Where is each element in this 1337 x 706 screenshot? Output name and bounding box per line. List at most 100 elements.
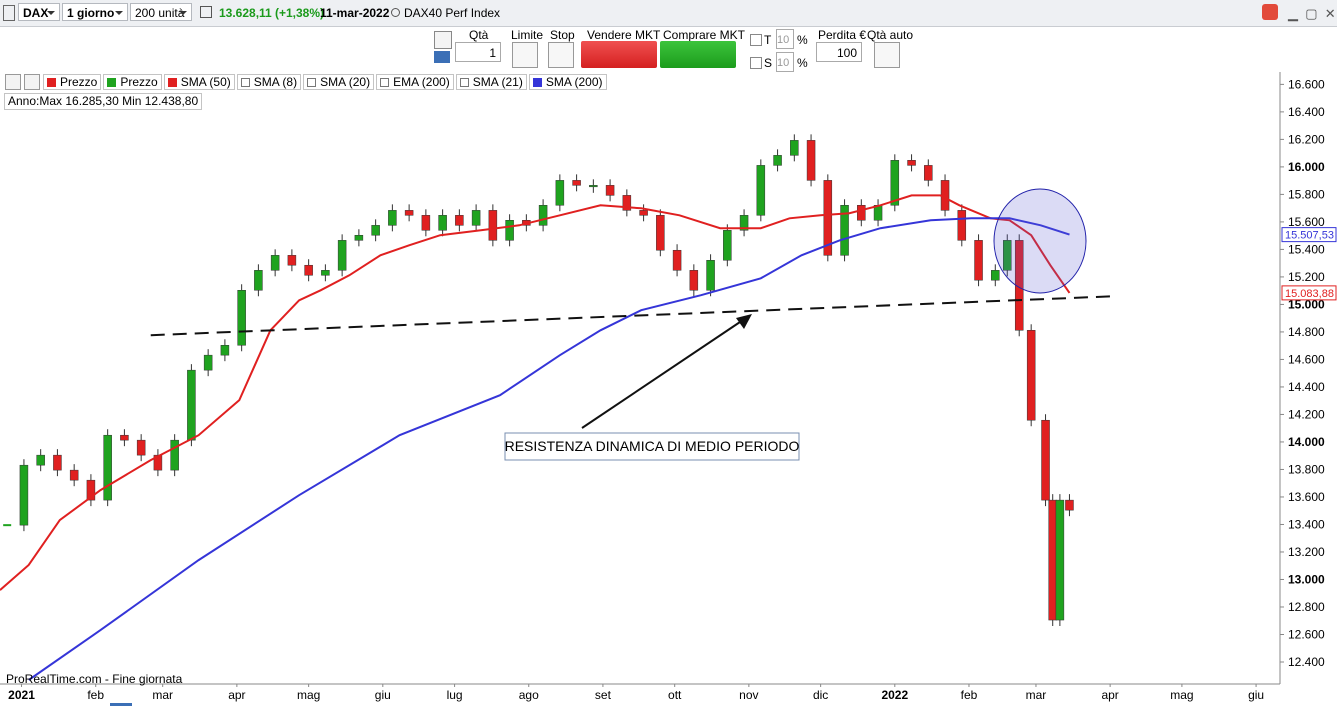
candle [1048,499,1057,621]
stop-button[interactable] [548,42,574,68]
candle [672,249,682,271]
candle [203,354,213,371]
last-value-badge [1281,285,1337,301]
legend-swatch [380,78,390,87]
arrow-head [736,314,752,329]
candle [605,185,615,196]
t-label: T [764,33,772,47]
chart-info: Anno:Max 16.285,30 Min 12.438,80 [4,93,203,110]
candle [1026,330,1036,421]
last-value-badge [1281,227,1337,243]
candle [36,454,45,466]
candle [471,210,481,226]
candle [53,454,62,471]
y-tick-label: 15.600 [1288,215,1325,229]
legend-item[interactable]: SMA (50) [163,74,235,90]
candle [823,180,833,256]
info-icon[interactable] [200,6,212,18]
x-tick-label: nov [739,688,758,702]
x-tick-label: ott [668,688,682,702]
candle [404,210,414,216]
y-tick-label: 13.400 [1288,517,1325,531]
last-value-label: 15.083,88 [1285,288,1334,300]
scroll-thumb[interactable] [110,703,132,706]
symbol-select[interactable]: DAX [18,3,60,21]
s-input[interactable]: 10 [776,52,794,72]
buy-button[interactable] [660,41,736,68]
legend-label: SMA (20) [320,75,371,89]
loss-label: Perdita € [818,28,867,42]
sell-label: Vendere MKT [587,28,661,42]
x-tick-label: 2022 [881,688,908,702]
candle [739,215,749,231]
qty-input[interactable]: 1 [455,42,501,62]
units-select[interactable]: 200 unità [130,3,192,21]
y-tick-label: 14.400 [1288,380,1325,394]
legend-item[interactable]: SMA (200) [528,74,607,90]
candle [120,434,129,441]
legend-item[interactable]: SMA (21) [455,74,527,90]
candle [756,165,766,216]
limit-button[interactable] [512,42,538,68]
window-buttons[interactable]: ▁ ▢ ✕ [1288,6,1336,21]
settings-icon[interactable] [434,31,452,49]
candle [421,215,431,231]
legend-item[interactable]: Prezzo [43,74,102,90]
candle [706,260,715,291]
x-tick-label: giu [1248,688,1264,702]
x-tick-label: apr [1101,688,1118,702]
x-tick-label: giu [375,688,391,702]
y-tick-label: 13.600 [1288,490,1325,504]
sync-icon[interactable] [1262,4,1278,20]
candle [354,234,364,241]
candle [991,270,1000,281]
candle [304,264,313,276]
y-tick-label: 16.400 [1288,105,1325,119]
x-tick-label: lug [447,688,463,702]
last-value-label: 15.507,53 [1285,230,1334,242]
order-panel: Qtà 1 Limite Stop Vendere MKT Comprare M… [0,27,1337,72]
x-tick-label: feb [961,688,978,702]
legend-swatch [167,78,177,87]
candle [589,185,598,188]
candle [790,140,799,156]
candle [1003,240,1012,271]
candle [3,524,12,527]
candle [890,160,900,206]
t-input[interactable]: 10 [776,29,794,49]
highlight-circle [993,188,1087,294]
loss-input[interactable]: 100 [816,42,862,62]
t-checkbox[interactable] [750,34,762,46]
legend-label: EMA (200) [393,75,450,89]
keyboard-icon[interactable] [434,51,450,63]
period-select[interactable]: 1 giorno [62,3,128,21]
y-tick-label: 14.800 [1288,325,1325,339]
legend-item[interactable]: SMA (20) [303,74,375,90]
candle [622,195,632,211]
candle [69,469,79,481]
menu-icon[interactable] [3,5,15,21]
s-unit: % [797,56,808,70]
sell-button[interactable] [581,41,657,68]
candle [773,155,782,166]
legend-tool-button[interactable] [24,74,40,90]
x-tick-label: feb [87,688,104,702]
candle [656,215,665,251]
candle [857,205,866,221]
legend-tool-button[interactable] [5,74,21,90]
candle [153,454,163,471]
legend-item[interactable]: Prezzo [103,74,162,90]
x-tick-label: mag [1170,688,1193,702]
candle [555,180,565,206]
legend-item[interactable]: EMA (200) [376,74,454,90]
s-checkbox[interactable] [750,57,762,69]
legend-item[interactable]: SMA (8) [236,74,302,90]
candle [170,439,179,471]
y-tick-label: 13.200 [1288,545,1325,559]
price-date: 11-mar-2022 [320,6,390,20]
auto-qty-button[interactable] [874,42,900,68]
y-tick-label: 13.800 [1288,462,1325,476]
candle [689,270,699,291]
